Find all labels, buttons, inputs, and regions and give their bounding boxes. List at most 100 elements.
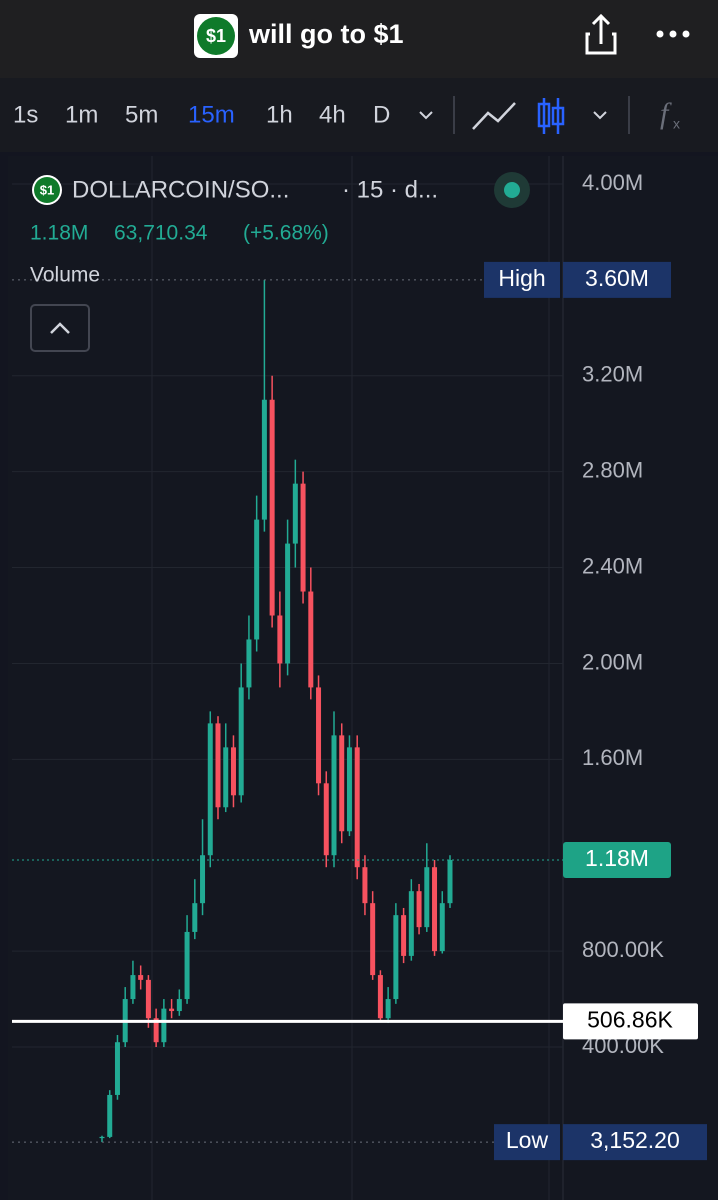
toolbar [0, 78, 718, 152]
candle-body [246, 639, 252, 688]
legend-icon-text: $1 [40, 182, 54, 197]
dot [656, 30, 664, 38]
indicators-button-x: x [673, 116, 680, 132]
interval-button[interactable]: 1h [266, 101, 293, 128]
status-dot [504, 182, 520, 198]
candle-body [130, 975, 136, 1000]
y-tick-label: 2.80M [582, 457, 643, 482]
candle-body [215, 723, 221, 808]
interval-button[interactable]: 4h [319, 101, 346, 128]
plot: 4.00M3.20M2.80M2.40M2.00M1.60M800.00K400… [12, 170, 707, 1161]
candle-body [408, 891, 414, 956]
interval-button[interactable]: 5m [125, 101, 158, 128]
legend-meta: · 15 · d... [342, 176, 438, 203]
candle-body [300, 483, 306, 592]
candle-body [207, 723, 213, 856]
legend-symbol[interactable]: DOLLARCOIN/SO... [72, 176, 289, 203]
share-button[interactable] [585, 13, 617, 55]
candle-body [254, 519, 260, 640]
line-chart-button[interactable] [472, 102, 516, 130]
more-button[interactable] [656, 30, 690, 38]
candle-body [230, 747, 236, 796]
candle-body [339, 735, 345, 832]
candle-body [401, 915, 407, 956]
horizontal-line-tag [563, 1003, 698, 1040]
candle-body [447, 860, 453, 904]
y-tick-label: 2.00M [582, 649, 643, 674]
candle-body [107, 1094, 113, 1137]
y-tick-label: 1.60M [582, 745, 643, 770]
candle-body [114, 1042, 120, 1095]
candle-body [370, 903, 376, 976]
last-price-label: 1.18M [585, 845, 649, 871]
candle-body [292, 483, 298, 544]
high-tag-label: High [498, 265, 545, 291]
candle-body [362, 867, 368, 904]
high-tag [484, 261, 560, 298]
y-tick-label: 800.00K [582, 937, 664, 962]
candle-body [354, 747, 360, 868]
interval-dropdown[interactable] [419, 111, 433, 120]
candle-body [416, 891, 422, 928]
candle-body [377, 975, 383, 1019]
last-price-tag [563, 842, 671, 879]
candle-chart-button[interactable] [537, 98, 565, 134]
low-tag-label: Low [506, 1127, 549, 1153]
interval-group: 1s 1m 5m 15m 1h 4h D [13, 101, 390, 128]
horizontal-line-label: 506.86K [587, 1006, 673, 1032]
legend-change: 63,710.34 [114, 222, 208, 245]
high-value-tag [563, 261, 671, 298]
legend-change-percent: (+5.68%) [243, 222, 329, 245]
candle-body [424, 867, 430, 928]
low-value: 3,152.20 [590, 1127, 680, 1153]
candle-body [432, 867, 438, 952]
collapse-button[interactable] [30, 304, 90, 352]
candle-body [385, 999, 391, 1019]
header-icon-coin [197, 17, 235, 55]
dot [669, 30, 677, 38]
candle-body [153, 1018, 159, 1043]
share-arrow [591, 13, 611, 44]
interval-button[interactable]: 1m [65, 101, 98, 128]
candle-body [176, 999, 182, 1012]
candle-body [323, 783, 329, 856]
candle-body [346, 747, 352, 832]
high-value: 3.60M [585, 265, 649, 291]
candle-body [161, 1008, 167, 1043]
body [551, 106, 565, 126]
header-title[interactable]: will go to $1 [248, 19, 404, 49]
candle-body [269, 399, 275, 616]
y-tick-label: 4.00M [582, 170, 643, 195]
candle-body [331, 735, 337, 856]
interval-button[interactable]: 1s [13, 101, 38, 128]
interval-button[interactable]: D [373, 101, 390, 128]
candle-body [138, 975, 144, 980]
interval-button[interactable]: 15m [188, 101, 235, 128]
candle-body [169, 1008, 175, 1012]
body [537, 102, 551, 128]
collapse-chevron [50, 322, 70, 334]
candle-body [316, 687, 322, 784]
candle-body [145, 979, 151, 1019]
share-box [585, 32, 617, 55]
chart-type-dropdown[interactable] [593, 111, 607, 120]
candle-body [238, 687, 244, 796]
candle-body [277, 615, 283, 664]
candle-body [99, 1136, 105, 1139]
indicator-name[interactable]: Volume [30, 264, 100, 287]
candle-body [308, 591, 314, 688]
header-icon-text: $1 [206, 26, 226, 46]
candle-body [439, 903, 445, 952]
y-tick-label: 3.20M [582, 362, 643, 387]
candle-body [184, 931, 190, 1000]
candle-body [393, 915, 399, 1000]
dot [682, 30, 690, 38]
legend-last: 1.18M [30, 222, 88, 245]
header-bar [0, 0, 718, 78]
low-value-tag [563, 1124, 707, 1161]
candle-body [200, 855, 206, 904]
y-tick-label: 2.40M [582, 553, 643, 578]
low-tag [494, 1124, 560, 1161]
